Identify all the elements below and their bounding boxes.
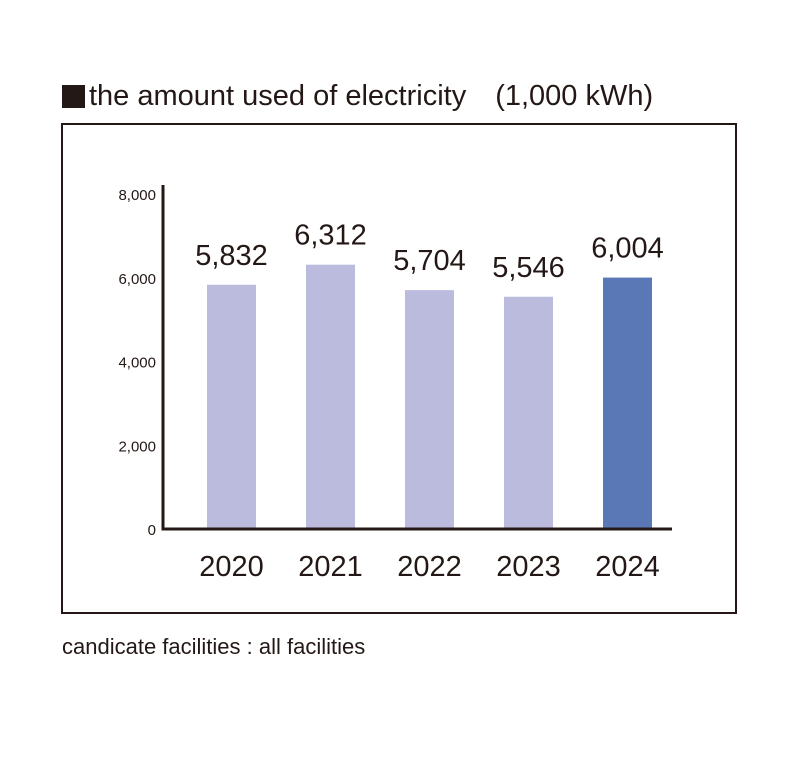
x-axis-labels: 2020 2021 2022 2023 2024 [199, 551, 660, 583]
bar-2024 [603, 277, 652, 528]
bar-2022 [405, 290, 454, 528]
chart-title: the amount used of electricity (1,000 kW… [62, 78, 653, 114]
bars [207, 264, 652, 528]
bar-2023 [504, 296, 553, 528]
value-label-2020: 5,832 [195, 240, 268, 272]
x-tick-label-2022: 2022 [397, 551, 462, 583]
value-label-2024: 6,004 [591, 233, 664, 265]
y-tick-label: 4,000 [118, 355, 156, 372]
black-square-icon [62, 84, 85, 108]
y-tick-label: 8,000 [118, 187, 156, 204]
x-tick-label-2020: 2020 [199, 551, 264, 583]
x-tick-label-2023: 2023 [496, 551, 561, 583]
value-label-2021: 6,312 [294, 220, 367, 252]
bar-2021 [306, 264, 355, 528]
footnote: candicate facilities : all facilities [62, 634, 366, 659]
y-tick-label: 2,000 [118, 438, 156, 455]
y-tick-label: 6,000 [118, 271, 156, 288]
chart-frame [61, 123, 737, 614]
y-axis-ticks: 0 2,000 4,000 6,000 8,000 [118, 187, 156, 539]
value-labels: 5,832 6,312 5,704 5,546 6,004 [195, 220, 664, 284]
value-label-2022: 5,704 [393, 245, 466, 277]
bar-2020 [207, 284, 256, 528]
chart-title-text: the amount used of electricity (1,000 kW… [89, 80, 654, 112]
y-tick-label: 0 [148, 522, 156, 539]
x-tick-label-2024: 2024 [595, 551, 660, 583]
x-tick-label-2021: 2021 [298, 551, 363, 583]
value-label-2023: 5,546 [492, 252, 565, 284]
